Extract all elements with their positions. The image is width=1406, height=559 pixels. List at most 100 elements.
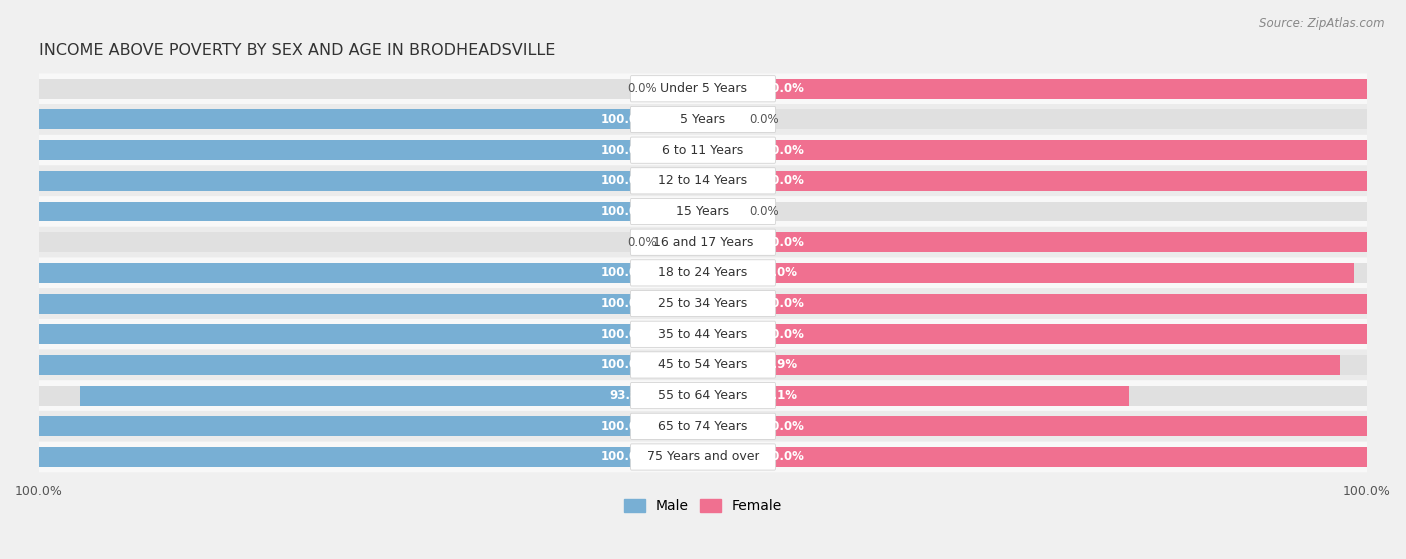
Text: 100.0%: 100.0% <box>600 420 650 433</box>
Text: 75 Years and over: 75 Years and over <box>647 451 759 463</box>
FancyBboxPatch shape <box>39 135 1367 165</box>
Bar <box>742 110 1367 130</box>
Bar <box>39 324 664 344</box>
Text: 100.0%: 100.0% <box>600 267 650 280</box>
FancyBboxPatch shape <box>630 291 776 316</box>
Bar <box>742 202 1367 221</box>
Text: 45 to 54 Years: 45 to 54 Years <box>658 358 748 371</box>
FancyBboxPatch shape <box>39 196 1367 227</box>
Bar <box>39 202 664 221</box>
Bar <box>742 263 1354 283</box>
Text: 100.0%: 100.0% <box>756 420 806 433</box>
Bar <box>742 447 1367 467</box>
Text: 0.0%: 0.0% <box>749 205 779 218</box>
FancyBboxPatch shape <box>39 442 1367 472</box>
Text: 0.0%: 0.0% <box>627 236 657 249</box>
Bar <box>742 416 1367 436</box>
Text: 100.0%: 100.0% <box>600 358 650 371</box>
Bar <box>39 110 664 130</box>
Text: 65 to 74 Years: 65 to 74 Years <box>658 420 748 433</box>
Bar <box>742 171 1367 191</box>
Text: 93.8%: 93.8% <box>609 389 650 402</box>
Text: Under 5 Years: Under 5 Years <box>659 82 747 95</box>
FancyBboxPatch shape <box>630 382 776 409</box>
Bar <box>742 324 1367 344</box>
Text: 35 to 44 Years: 35 to 44 Years <box>658 328 748 341</box>
Bar <box>39 416 664 436</box>
FancyBboxPatch shape <box>39 73 1367 104</box>
FancyBboxPatch shape <box>630 198 776 225</box>
Text: 15 Years: 15 Years <box>676 205 730 218</box>
Text: INCOME ABOVE POVERTY BY SEX AND AGE IN BRODHEADSVILLE: INCOME ABOVE POVERTY BY SEX AND AGE IN B… <box>39 43 555 58</box>
Bar <box>39 386 664 406</box>
Bar <box>39 171 664 191</box>
FancyBboxPatch shape <box>39 349 1367 380</box>
Text: 5 Years: 5 Years <box>681 113 725 126</box>
Bar <box>39 202 664 221</box>
FancyBboxPatch shape <box>630 260 776 286</box>
Bar <box>80 386 664 406</box>
Text: 0.0%: 0.0% <box>627 82 657 95</box>
Bar <box>39 416 664 436</box>
Bar <box>39 293 664 314</box>
FancyBboxPatch shape <box>39 288 1367 319</box>
Bar <box>742 171 1367 191</box>
Bar <box>742 140 1367 160</box>
Bar <box>39 232 664 252</box>
Bar <box>39 447 664 467</box>
FancyBboxPatch shape <box>630 352 776 378</box>
FancyBboxPatch shape <box>39 165 1367 196</box>
Bar <box>39 263 664 283</box>
FancyBboxPatch shape <box>630 106 776 132</box>
Text: 100.0%: 100.0% <box>600 297 650 310</box>
Bar <box>39 171 664 191</box>
FancyBboxPatch shape <box>630 75 776 102</box>
Bar <box>742 355 1367 375</box>
Text: 100.0%: 100.0% <box>600 451 650 463</box>
Bar <box>742 79 1367 99</box>
Bar <box>39 110 664 130</box>
Bar <box>742 386 1129 406</box>
Text: 100.0%: 100.0% <box>600 205 650 218</box>
Legend: Male, Female: Male, Female <box>619 494 787 519</box>
FancyBboxPatch shape <box>39 411 1367 442</box>
Text: 0.0%: 0.0% <box>749 113 779 126</box>
Bar <box>39 355 664 375</box>
Text: 100.0%: 100.0% <box>600 328 650 341</box>
Bar <box>742 263 1367 283</box>
FancyBboxPatch shape <box>630 137 776 163</box>
Text: 25 to 34 Years: 25 to 34 Years <box>658 297 748 310</box>
Bar <box>742 79 1367 99</box>
Bar <box>742 447 1367 467</box>
FancyBboxPatch shape <box>630 229 776 255</box>
Bar <box>742 293 1367 314</box>
Bar <box>742 232 1367 252</box>
Bar <box>39 79 664 99</box>
Text: 100.0%: 100.0% <box>600 174 650 187</box>
Bar <box>742 386 1367 406</box>
Text: 55 to 64 Years: 55 to 64 Years <box>658 389 748 402</box>
Text: 100.0%: 100.0% <box>756 144 806 157</box>
Bar <box>39 140 664 160</box>
FancyBboxPatch shape <box>630 413 776 439</box>
Bar <box>742 355 1340 375</box>
Text: 100.0%: 100.0% <box>756 82 806 95</box>
Bar <box>39 293 664 314</box>
Bar <box>742 232 1367 252</box>
Text: 100.0%: 100.0% <box>756 328 806 341</box>
Bar <box>742 293 1367 314</box>
Bar <box>742 324 1367 344</box>
Bar <box>39 324 664 344</box>
Text: 16 and 17 Years: 16 and 17 Years <box>652 236 754 249</box>
FancyBboxPatch shape <box>630 168 776 194</box>
Text: 95.9%: 95.9% <box>756 358 797 371</box>
Text: 98.0%: 98.0% <box>756 267 797 280</box>
Text: 100.0%: 100.0% <box>600 144 650 157</box>
FancyBboxPatch shape <box>39 380 1367 411</box>
Text: 100.0%: 100.0% <box>756 174 806 187</box>
Bar <box>742 416 1367 436</box>
Bar <box>39 447 664 467</box>
Bar <box>39 263 664 283</box>
Text: 100.0%: 100.0% <box>756 297 806 310</box>
FancyBboxPatch shape <box>630 444 776 470</box>
